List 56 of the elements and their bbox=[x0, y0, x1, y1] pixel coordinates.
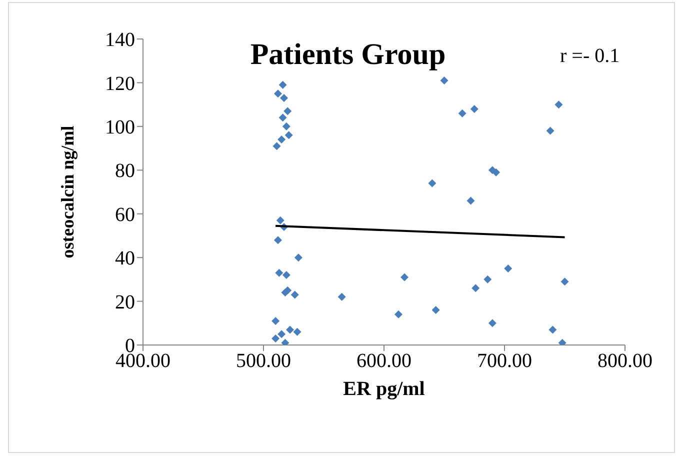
point bbox=[546, 126, 554, 135]
point bbox=[466, 196, 475, 205]
point bbox=[272, 316, 280, 325]
point bbox=[504, 264, 512, 272]
point bbox=[394, 310, 402, 318]
point bbox=[470, 104, 478, 113]
point bbox=[280, 94, 288, 102]
point bbox=[458, 109, 466, 118]
point bbox=[284, 107, 292, 116]
point bbox=[338, 292, 346, 301]
point bbox=[281, 288, 290, 297]
y-tick-label: 100 bbox=[105, 116, 135, 139]
point bbox=[278, 80, 287, 89]
point bbox=[558, 338, 566, 345]
point bbox=[488, 319, 496, 328]
point bbox=[554, 100, 563, 109]
point bbox=[278, 136, 286, 144]
y-tick-label: 80 bbox=[115, 160, 135, 182]
y-tick-label: 140 bbox=[105, 29, 135, 52]
point bbox=[274, 90, 282, 98]
point bbox=[484, 275, 492, 284]
annotation: r =- 0.1 bbox=[560, 45, 620, 67]
point bbox=[282, 122, 290, 130]
point bbox=[282, 271, 290, 280]
point bbox=[286, 326, 294, 334]
point bbox=[272, 334, 280, 342]
y-tick-label: 60 bbox=[115, 204, 135, 226]
y-tick-label: 20 bbox=[115, 291, 135, 314]
x-tick-label: 700.00 bbox=[477, 350, 532, 372]
point bbox=[276, 216, 284, 224]
x-axis-title: ER pg/ml bbox=[343, 378, 426, 400]
point bbox=[290, 290, 299, 299]
point bbox=[278, 114, 287, 122]
point bbox=[275, 268, 284, 277]
y-tick-label: 120 bbox=[105, 72, 135, 95]
x-tick-label: 800.00 bbox=[598, 350, 652, 372]
point bbox=[274, 236, 282, 244]
point bbox=[560, 278, 569, 286]
point bbox=[492, 168, 500, 176]
point bbox=[548, 326, 557, 334]
point bbox=[281, 338, 290, 345]
x-tick-label: 600.00 bbox=[356, 350, 412, 372]
point bbox=[472, 284, 480, 292]
y-tick-label: 40 bbox=[115, 248, 135, 270]
point bbox=[294, 254, 302, 262]
point bbox=[440, 76, 448, 85]
x-tick-label: 500.00 bbox=[236, 350, 291, 372]
point bbox=[293, 328, 302, 336]
chart-title: Patients Group bbox=[250, 38, 446, 71]
point bbox=[284, 131, 293, 140]
point bbox=[428, 179, 436, 188]
y-axis-title: osteocalcin ng/ml bbox=[57, 126, 78, 258]
point bbox=[272, 142, 281, 150]
point bbox=[278, 330, 286, 338]
point bbox=[432, 306, 440, 314]
point bbox=[400, 273, 408, 282]
